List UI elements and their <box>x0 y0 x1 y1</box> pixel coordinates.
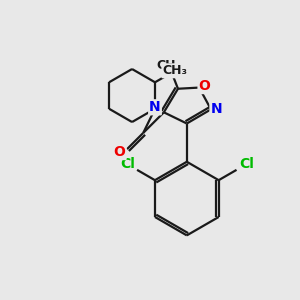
Text: Cl: Cl <box>120 157 135 171</box>
Text: CH₃: CH₃ <box>156 59 182 72</box>
Text: N: N <box>210 102 222 116</box>
Text: O: O <box>114 145 126 159</box>
Text: CH₃: CH₃ <box>162 64 188 77</box>
Text: O: O <box>199 79 210 93</box>
Text: Cl: Cl <box>239 157 254 171</box>
Text: N: N <box>149 100 161 114</box>
